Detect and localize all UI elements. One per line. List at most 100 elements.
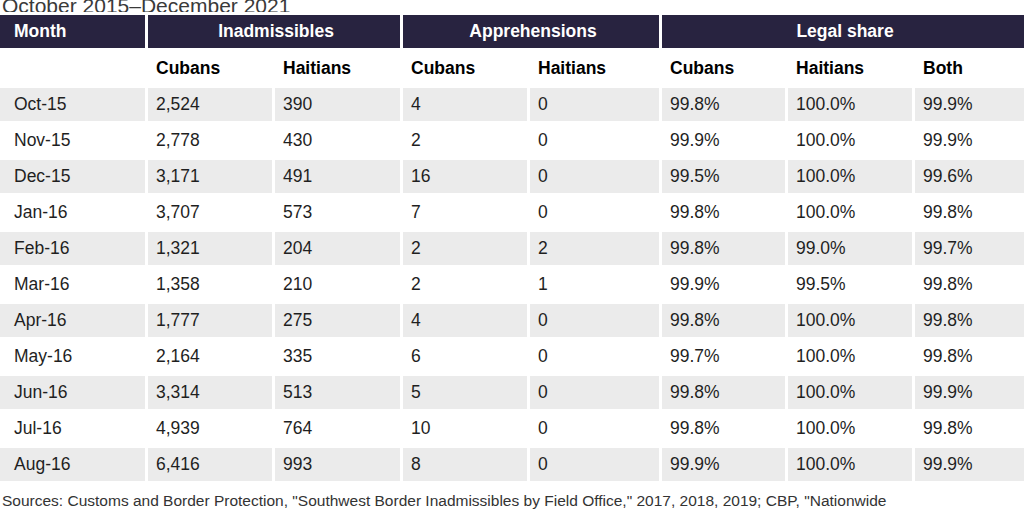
month-cell: Mar-16 [0,268,145,301]
value-cell: 99.5% [788,268,912,301]
column-header-row: CubansHaitiansCubansHaitiansCubansHaitia… [0,51,1024,85]
value-cell: 6 [403,340,527,373]
value-cell: 99.0% [788,232,912,265]
value-cell: 4,939 [148,412,272,445]
table-row: Mar-161,3582102199.9%99.5%99.8% [0,268,1024,301]
value-cell: 4 [403,88,527,121]
table-row: Apr-161,7772754099.8%100.0%99.8% [0,304,1024,337]
group-header-row: MonthInadmissiblesApprehensionsLegal sha… [0,15,1024,48]
value-cell: 0 [530,124,659,157]
column-header-3-cubans: Cubans [403,51,527,85]
value-cell: 0 [530,376,659,409]
value-cell: 2,164 [148,340,272,373]
table-row: Aug-166,4169938099.9%100.0%99.9% [0,448,1024,481]
table-row: Nov-152,7784302099.9%100.0%99.9% [0,124,1024,157]
table-date-range-title: October 2015–December 2021 [2,0,290,12]
column-header-5-cubans: Cubans [662,51,785,85]
month-cell: Aug-16 [0,448,145,481]
value-cell: 100.0% [788,412,912,445]
month-cell: Apr-16 [0,304,145,337]
value-cell: 430 [275,124,400,157]
month-cell: Jan-16 [0,196,145,229]
table-row: Feb-161,3212042299.8%99.0%99.7% [0,232,1024,265]
value-cell: 99.9% [662,268,785,301]
value-cell: 573 [275,196,400,229]
value-cell: 100.0% [788,124,912,157]
month-cell: Feb-16 [0,232,145,265]
month-cell: Dec-15 [0,160,145,193]
value-cell: 99.8% [662,88,785,121]
table-row: Dec-153,17149116099.5%100.0%99.6% [0,160,1024,193]
column-header-1-cubans: Cubans [148,51,272,85]
value-cell: 0 [530,340,659,373]
value-cell: 0 [530,448,659,481]
data-table: MonthInadmissiblesApprehensionsLegal sha… [0,12,1024,484]
value-cell: 99.8% [662,232,785,265]
value-cell: 99.8% [915,196,1024,229]
value-cell: 99.9% [915,448,1024,481]
value-cell: 100.0% [788,448,912,481]
table-row: Jun-163,3145135099.8%100.0%99.9% [0,376,1024,409]
value-cell: 513 [275,376,400,409]
table-row: Jul-164,93976410099.8%100.0%99.8% [0,412,1024,445]
value-cell: 7 [403,196,527,229]
table-row: Jan-163,7075737099.8%100.0%99.8% [0,196,1024,229]
value-cell: 5 [403,376,527,409]
month-cell: Oct-15 [0,88,145,121]
value-cell: 390 [275,88,400,121]
value-cell: 99.7% [915,232,1024,265]
value-cell: 1,358 [148,268,272,301]
value-cell: 99.8% [662,412,785,445]
column-header-empty [0,51,145,85]
value-cell: 99.8% [915,268,1024,301]
value-cell: 275 [275,304,400,337]
group-header-legal-share: Legal share [662,15,1024,48]
value-cell: 99.9% [662,448,785,481]
month-cell: Jul-16 [0,412,145,445]
value-cell: 204 [275,232,400,265]
value-cell: 3,707 [148,196,272,229]
value-cell: 0 [530,196,659,229]
value-cell: 99.8% [915,412,1024,445]
value-cell: 99.8% [662,376,785,409]
value-cell: 4 [403,304,527,337]
value-cell: 2,778 [148,124,272,157]
value-cell: 99.5% [662,160,785,193]
value-cell: 6,416 [148,448,272,481]
value-cell: 16 [403,160,527,193]
value-cell: 8 [403,448,527,481]
column-header-4-haitians: Haitians [530,51,659,85]
group-header-apprehensions: Apprehensions [403,15,659,48]
value-cell: 491 [275,160,400,193]
value-cell: 2 [403,124,527,157]
value-cell: 99.8% [915,340,1024,373]
value-cell: 99.8% [662,304,785,337]
source-note: Sources: Customs and Border Protection, … [0,491,1024,510]
value-cell: 10 [403,412,527,445]
value-cell: 1 [530,268,659,301]
title-clip-region: October 2015–December 2021 [0,0,1024,12]
column-header-6-haitians: Haitians [788,51,912,85]
value-cell: 3,171 [148,160,272,193]
value-cell: 0 [530,88,659,121]
month-cell: May-16 [0,340,145,373]
value-cell: 2,524 [148,88,272,121]
value-cell: 99.8% [915,304,1024,337]
value-cell: 1,321 [148,232,272,265]
value-cell: 99.9% [915,88,1024,121]
value-cell: 100.0% [788,88,912,121]
value-cell: 0 [530,412,659,445]
value-cell: 2 [403,232,527,265]
month-cell: Nov-15 [0,124,145,157]
value-cell: 0 [530,304,659,337]
group-header-inadmissibles: Inadmissibles [148,15,400,48]
value-cell: 210 [275,268,400,301]
column-header-7-both: Both [915,51,1024,85]
value-cell: 335 [275,340,400,373]
value-cell: 2 [530,232,659,265]
table-row: Oct-152,5243904099.8%100.0%99.9% [0,88,1024,121]
value-cell: 99.9% [662,124,785,157]
report-page: October 2015–December 2021 MonthInadmiss… [0,0,1024,512]
value-cell: 993 [275,448,400,481]
value-cell: 99.9% [915,124,1024,157]
